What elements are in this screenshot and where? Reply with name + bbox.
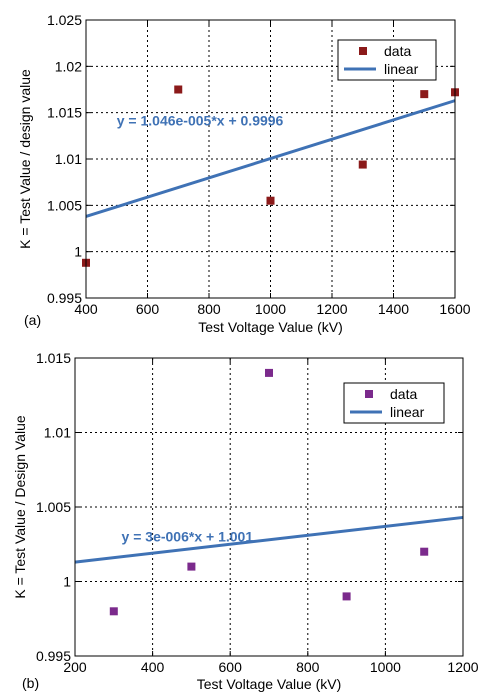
- x-tick-label: 1000: [255, 301, 286, 317]
- axes-frame: [85, 19, 456, 299]
- x-tick-label: 1000: [370, 659, 401, 675]
- y-tick-label: 1.02: [55, 58, 82, 74]
- fit-line: [74, 515, 464, 564]
- y-tick-label: 1.005: [36, 499, 71, 515]
- x-tick-label: 1600: [439, 301, 470, 317]
- axes-frame: [74, 357, 464, 657]
- x-tick-label: 400: [141, 659, 165, 675]
- fit-line: [85, 99, 456, 218]
- x-axis-label: Test Voltage Value (kV): [197, 676, 341, 692]
- data-point: [358, 160, 367, 169]
- data-point: [342, 592, 351, 601]
- data-point: [109, 607, 118, 616]
- y-tick-label: 1.01: [55, 151, 82, 167]
- y-tick-label: 1: [63, 574, 71, 590]
- y-tick-label: 1.015: [36, 350, 71, 366]
- data-point: [187, 562, 196, 571]
- data-point: [266, 196, 275, 205]
- x-tick-label: 1200: [316, 301, 347, 317]
- panel-label: (a): [24, 312, 41, 328]
- legend-label: linear: [384, 61, 419, 77]
- x-tick-label: 1200: [447, 659, 478, 675]
- data-point: [265, 368, 273, 377]
- y-tick-label: 1.025: [47, 12, 82, 28]
- y-axis-label: K = Test Value / design value: [17, 69, 33, 249]
- fit-equation: y = 1.046e-005*x + 0.9996: [117, 113, 284, 129]
- legend-marker: [359, 47, 367, 55]
- legend-label: data: [390, 386, 417, 402]
- y-tick-label: 0.995: [47, 290, 82, 306]
- legend-label: data: [384, 43, 411, 59]
- data-point: [420, 90, 429, 99]
- chart-panel-b: 200 400 600 800 1000 1200 0.995 1 1.005 1.01 1.015…: [12, 350, 479, 692]
- x-tick-label: 200: [63, 659, 87, 675]
- x-tick-label: 600: [136, 301, 160, 317]
- panel-label: (b): [22, 675, 39, 691]
- x-tick-label: 800: [296, 659, 320, 675]
- x-tick-label: 400: [74, 301, 98, 317]
- y-tick-label: 1.015: [47, 105, 82, 121]
- legend: data linear: [337, 39, 437, 81]
- y-tick-label: 1.01: [44, 425, 71, 441]
- legend-label: linear: [390, 404, 425, 420]
- y-tick-label: 1: [74, 244, 82, 260]
- chart-panel-a: 400 600 800 1000 1200 1400 1600 0.995 1 1.005 1.01…: [17, 12, 471, 335]
- legend: data linear: [343, 382, 445, 424]
- legend-box: [343, 382, 445, 424]
- y-tick-label: 0.995: [36, 648, 71, 664]
- data-point: [174, 85, 183, 94]
- fit-equation: y = 3e-006*x + 1.001: [122, 528, 254, 544]
- y-tick-label: 1.005: [47, 197, 82, 213]
- x-tick-label: 800: [197, 301, 221, 317]
- x-tick-label: 1400: [378, 301, 409, 317]
- data-point: [420, 547, 429, 556]
- x-tick-label: 600: [219, 659, 243, 675]
- x-axis-label: Test Voltage Value (kV): [198, 319, 342, 335]
- legend-marker: [365, 390, 373, 398]
- legend-box: [337, 39, 437, 81]
- y-axis-label: K = Test Value / Design Value: [12, 415, 28, 598]
